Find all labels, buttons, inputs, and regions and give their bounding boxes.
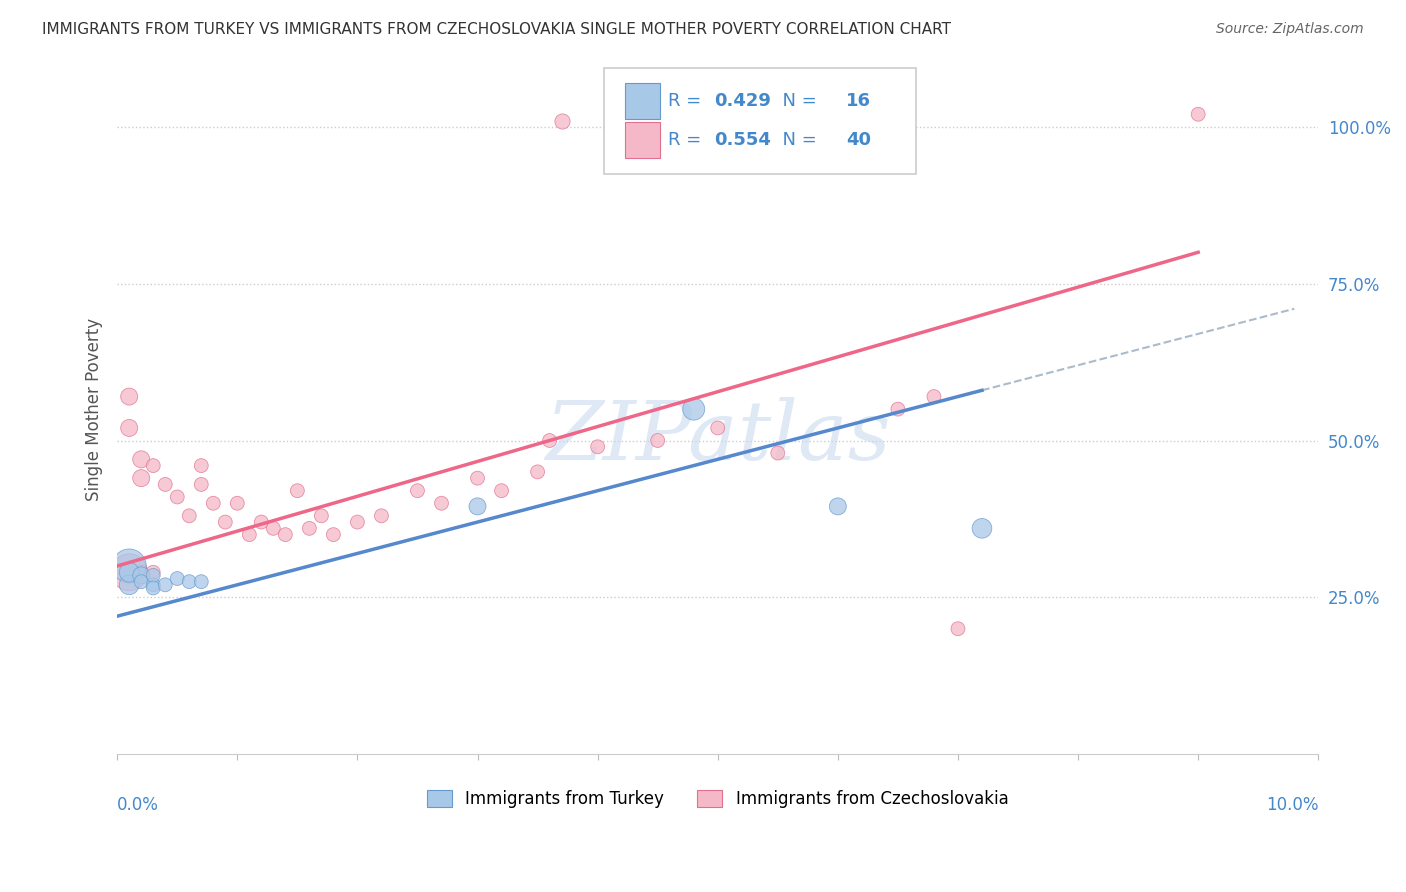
Point (827, 500, 849, 514)
Point (285, 483, 308, 498)
Point (467, 471, 489, 485)
FancyBboxPatch shape (603, 68, 915, 175)
Point (970, 521, 993, 535)
Text: 16: 16 (846, 92, 872, 110)
Point (647, 434, 669, 448)
Text: 40: 40 (846, 131, 872, 149)
Text: IMMIGRANTS FROM TURKEY VS IMMIGRANTS FROM CZECHOSLOVAKIA SINGLE MOTHER POVERTY C: IMMIGRANTS FROM TURKEY VS IMMIGRANTS FRO… (42, 22, 952, 37)
Point (406, 483, 429, 498)
Point (129, 574, 152, 589)
Point (946, 622, 969, 636)
Point (298, 521, 321, 535)
Point (1187, 107, 1209, 121)
Point (155, 578, 177, 592)
Point (586, 440, 609, 454)
FancyBboxPatch shape (626, 122, 659, 158)
Point (322, 527, 344, 541)
Point (226, 496, 249, 510)
Text: 0.554: 0.554 (714, 131, 770, 149)
FancyBboxPatch shape (626, 83, 659, 119)
Point (129, 566, 152, 580)
Point (118, 566, 141, 580)
Point (129, 568, 152, 582)
Text: ZIPatlas: ZIPatlas (546, 397, 890, 476)
Point (142, 458, 165, 473)
Text: 10.0%: 10.0% (1265, 796, 1319, 814)
Point (526, 465, 548, 479)
Point (550, 113, 572, 128)
Text: N =: N = (770, 92, 823, 110)
Point (155, 477, 177, 491)
Point (118, 578, 141, 592)
Text: N =: N = (770, 131, 823, 149)
Point (766, 446, 789, 460)
Point (190, 458, 212, 473)
Point (190, 574, 212, 589)
Point (922, 390, 945, 404)
Point (682, 402, 704, 417)
Point (202, 496, 225, 510)
Point (190, 477, 212, 491)
Point (250, 515, 273, 529)
Point (214, 515, 236, 529)
Point (118, 390, 141, 404)
Legend: Immigrants from Turkey, Immigrants from Czechoslovakia: Immigrants from Turkey, Immigrants from … (420, 783, 1015, 815)
Point (238, 527, 260, 541)
Point (142, 581, 165, 595)
Point (118, 566, 141, 580)
Text: 0.0%: 0.0% (117, 796, 159, 814)
Point (179, 508, 201, 523)
Text: R =: R = (668, 92, 707, 110)
Point (142, 578, 165, 592)
Point (179, 574, 201, 589)
Text: 0.429: 0.429 (714, 92, 770, 110)
Point (166, 572, 188, 586)
Point (538, 434, 561, 448)
Point (142, 568, 165, 582)
Point (129, 471, 152, 485)
Point (467, 500, 489, 514)
Point (346, 515, 368, 529)
Point (166, 490, 188, 504)
Y-axis label: Single Mother Poverty: Single Mother Poverty (86, 318, 103, 500)
Point (274, 527, 297, 541)
Point (491, 483, 513, 498)
Point (887, 402, 910, 417)
Point (118, 421, 141, 435)
Point (370, 508, 392, 523)
Point (311, 508, 333, 523)
Point (118, 559, 141, 574)
Point (706, 421, 728, 435)
Point (142, 566, 165, 580)
Point (129, 452, 152, 467)
Text: R =: R = (668, 131, 707, 149)
Text: Source: ZipAtlas.com: Source: ZipAtlas.com (1216, 22, 1364, 37)
Point (430, 496, 453, 510)
Point (262, 521, 284, 535)
